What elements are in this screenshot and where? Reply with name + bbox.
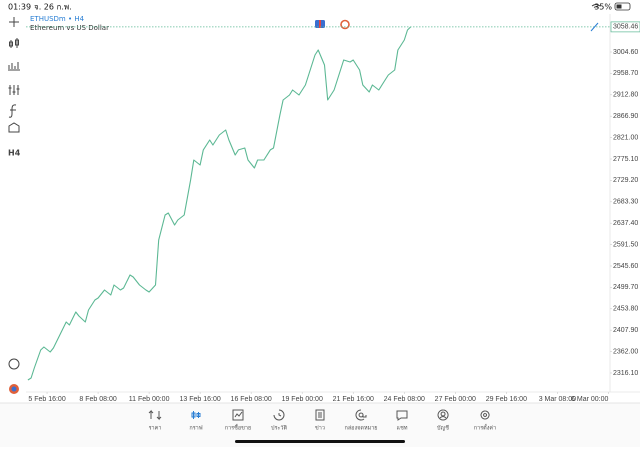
tab[interactable]: บัญชี [437, 409, 449, 432]
status-date: จ. 26 ก.พ. [34, 3, 72, 12]
x-tick-label: 11 Feb 00:00 [129, 396, 170, 403]
tab[interactable]: กล่องจดหมาย [344, 409, 378, 432]
x-tick-label: 16 Feb 08:00 [231, 396, 272, 403]
battery-icon [614, 2, 631, 11]
objects-tool[interactable] [8, 122, 20, 133]
tab[interactable]: ข่าว [315, 409, 325, 432]
x-tick-label: 8 Feb 08:00 [79, 396, 116, 403]
y-tick-label: 2683.30 [613, 199, 638, 206]
indicator-button[interactable] [340, 19, 350, 30]
timeframe-button[interactable]: H4 [8, 149, 21, 158]
y-tick-label: 3004.60 [613, 49, 638, 56]
tab-icon [315, 409, 325, 421]
y-tick-label: 2866.90 [613, 113, 638, 120]
crosshair-tool[interactable] [9, 17, 19, 27]
symbol-label[interactable]: ETHUSDm • H4 [30, 15, 85, 23]
chart-type-tool[interactable] [9, 38, 19, 48]
y-tick-label: 2821.00 [613, 134, 638, 141]
tab-label: ราคา [149, 426, 162, 432]
y-tick-label: 2545.60 [613, 263, 638, 270]
tab-icon [480, 410, 490, 420]
tab-icon [273, 409, 285, 421]
y-tick-label: 2958.70 [613, 70, 638, 77]
tab[interactable]: ราคา [148, 409, 162, 432]
x-tick-label: 3 Mar 08:00 [539, 396, 576, 403]
buy-sell-divider [319, 20, 321, 28]
y-tick-label: 2775.10 [613, 156, 638, 163]
tab[interactable]: กราฟ [189, 411, 203, 432]
y-tick-label: 2407.90 [613, 327, 638, 334]
tabs: ราคา กราฟ การซื้อขาย ประวัติ ข่าว กล่องจดหมาย… [148, 409, 496, 432]
settings-tool[interactable] [8, 85, 20, 95]
trend-stub [590, 22, 599, 32]
x-tick-label: 13 Feb 16:00 [180, 396, 221, 403]
current-price-box [610, 21, 640, 33]
price-line [27, 26, 412, 381]
tab[interactable]: การซื้อขาย [225, 409, 251, 432]
y-tick-label: 2729.20 [613, 177, 638, 184]
battery-level [616, 4, 622, 9]
status-battery: 35% [594, 3, 612, 12]
tab-icon [396, 410, 408, 421]
tab-icon [437, 409, 449, 421]
tab-label: กราฟ [189, 425, 202, 432]
indicators-tool[interactable] [8, 104, 17, 118]
x-tick-label: 6 Mar 00:00 [571, 396, 608, 403]
volume-tool[interactable] [8, 62, 20, 71]
tab-icon [148, 409, 162, 421]
y-tick-label: 2362.00 [613, 348, 638, 355]
tab-icon [355, 409, 367, 421]
tab-icon [232, 409, 244, 421]
analytics-tool[interactable] [8, 358, 20, 370]
left-toolbar [8, 17, 20, 370]
symbol-description: Ethereum vs US Dollar [30, 24, 109, 32]
home-indicator [235, 440, 405, 443]
y-tick-label: 2637.40 [613, 220, 638, 227]
tab-label: ประวัติ [271, 425, 287, 432]
tab-label: การตั้งค่า [474, 424, 496, 432]
x-tick-label: 29 Feb 16:00 [486, 396, 527, 403]
tab-label: กล่องจดหมาย [344, 426, 377, 432]
y-tick-label: 2591.50 [613, 241, 638, 248]
tab[interactable]: แชท [396, 410, 408, 432]
y-tick-label: 2499.70 [613, 284, 638, 291]
tab-icon [191, 411, 201, 419]
tab-label: การซื้อขาย [225, 424, 251, 432]
x-tick-label: 19 Feb 00:00 [282, 396, 323, 403]
wifi-icon [591, 4, 601, 8]
x-tick-label: 5 Feb 16:00 [28, 396, 65, 403]
y-tick-label: 2316.10 [613, 370, 638, 377]
status-time: 01:39 [8, 3, 31, 12]
x-tick-label: 24 Feb 08:00 [384, 396, 425, 403]
x-tick-label: 21 Feb 16:00 [333, 396, 374, 403]
tab[interactable]: การตั้งค่า [474, 410, 496, 432]
current-price-label: 3058.46 [613, 24, 638, 31]
plot: 3004.60 2958.70 2912.80 2866.90 2821.00 2775.… [26, 21, 640, 403]
trade-icon-inner [11, 386, 17, 392]
y-tick-label: 2912.80 [613, 92, 638, 99]
tab-label: ข่าว [315, 426, 325, 432]
tab-label: แชท [397, 425, 408, 432]
y-tick-label: 2453.80 [613, 306, 638, 313]
x-tick-label: 27 Feb 00:00 [435, 396, 476, 403]
tab[interactable]: ประวัติ [271, 409, 287, 432]
tab-label: บัญชี [437, 425, 449, 432]
